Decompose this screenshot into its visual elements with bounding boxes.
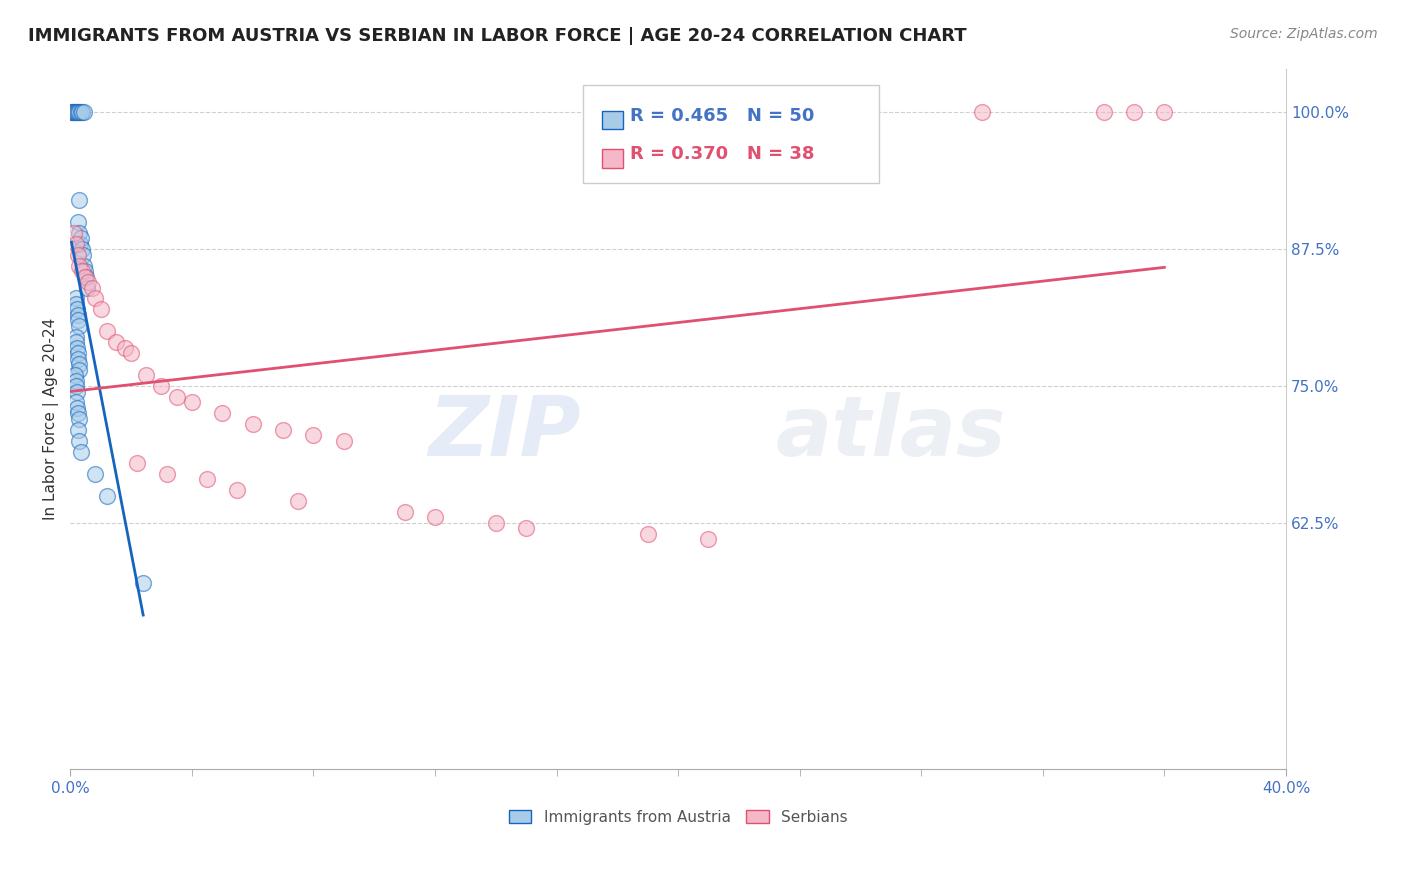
Point — [63, 368, 86, 383]
Point — [166, 390, 188, 404]
Point — [66, 105, 89, 120]
Point — [69, 236, 91, 251]
Point — [637, 527, 659, 541]
Point — [96, 324, 118, 338]
Point — [65, 292, 87, 306]
Point — [104, 335, 127, 350]
Point — [1153, 105, 1175, 120]
Point — [70, 231, 93, 245]
Point — [271, 423, 294, 437]
Point — [226, 483, 249, 497]
Point — [63, 105, 86, 120]
Point — [65, 236, 87, 251]
Point — [67, 362, 90, 376]
Point — [67, 318, 90, 333]
Point — [1123, 105, 1146, 120]
Point — [67, 226, 90, 240]
Point — [67, 406, 90, 420]
Point — [515, 521, 537, 535]
Point — [65, 335, 87, 350]
Point — [80, 280, 103, 294]
Point — [211, 406, 233, 420]
Point — [66, 247, 89, 261]
Point — [63, 105, 86, 120]
Point — [77, 275, 100, 289]
Point — [970, 105, 993, 120]
Point — [66, 401, 89, 415]
Point — [180, 395, 202, 409]
Point — [83, 467, 105, 481]
Point — [83, 292, 105, 306]
Point — [67, 313, 90, 327]
Point — [135, 368, 157, 383]
Point — [75, 269, 97, 284]
Text: ZIP: ZIP — [429, 392, 581, 474]
Text: atlas: atlas — [775, 392, 1005, 474]
Point — [302, 428, 325, 442]
Point — [1092, 105, 1115, 120]
Point — [150, 379, 173, 393]
Point — [67, 105, 90, 120]
Point — [90, 302, 112, 317]
Point — [65, 374, 87, 388]
Text: Source: ZipAtlas.com: Source: ZipAtlas.com — [1230, 27, 1378, 41]
Point — [67, 423, 90, 437]
Point — [65, 105, 87, 120]
Point — [67, 259, 90, 273]
Point — [127, 456, 149, 470]
Point — [66, 308, 89, 322]
Point — [63, 226, 86, 240]
Point — [62, 105, 84, 120]
Point — [72, 264, 94, 278]
Point — [70, 242, 93, 256]
Y-axis label: In Labor Force | Age 20-24: In Labor Force | Age 20-24 — [44, 318, 59, 520]
Point — [66, 341, 89, 355]
Point — [67, 193, 90, 207]
Point — [287, 494, 309, 508]
Point — [96, 489, 118, 503]
Point — [65, 330, 87, 344]
Point — [67, 351, 90, 366]
Point — [114, 341, 136, 355]
Point — [65, 395, 87, 409]
Point — [242, 417, 264, 432]
Point — [67, 434, 90, 448]
Point — [72, 247, 94, 261]
Point — [66, 302, 89, 317]
Point — [65, 379, 87, 393]
Point — [73, 259, 96, 273]
Point — [60, 105, 83, 120]
Point — [156, 467, 179, 481]
Point — [67, 357, 90, 371]
Point — [120, 346, 142, 360]
Point — [132, 576, 155, 591]
Point — [394, 505, 416, 519]
Point — [75, 269, 97, 284]
Point — [73, 264, 96, 278]
Point — [65, 297, 87, 311]
Point — [60, 105, 83, 120]
Point — [697, 533, 720, 547]
Text: R = 0.370   N = 38: R = 0.370 N = 38 — [630, 145, 814, 163]
Point — [66, 346, 89, 360]
Point — [69, 444, 91, 458]
Text: IMMIGRANTS FROM AUSTRIA VS SERBIAN IN LABOR FORCE | AGE 20-24 CORRELATION CHART: IMMIGRANTS FROM AUSTRIA VS SERBIAN IN LA… — [28, 27, 967, 45]
Point — [333, 434, 356, 448]
Point — [66, 105, 89, 120]
Point — [66, 384, 89, 399]
Text: R = 0.465   N = 50: R = 0.465 N = 50 — [630, 107, 814, 125]
Point — [66, 215, 89, 229]
Point — [423, 510, 446, 524]
Point — [73, 105, 96, 120]
Point — [485, 516, 508, 530]
Point — [76, 280, 98, 294]
Point — [67, 412, 90, 426]
Legend: Immigrants from Austria, Serbians: Immigrants from Austria, Serbians — [509, 810, 848, 825]
Point — [195, 472, 218, 486]
Point — [72, 105, 94, 120]
Point — [69, 105, 91, 120]
